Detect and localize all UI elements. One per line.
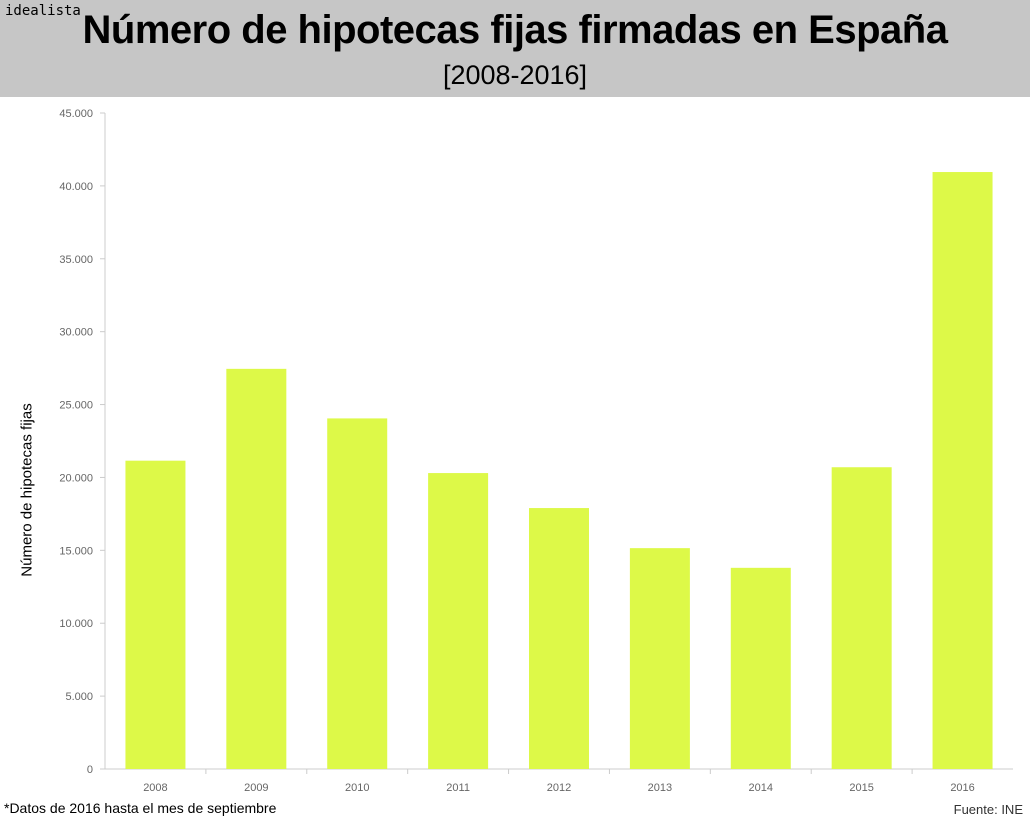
y-tick-label: 0 — [87, 764, 93, 776]
footnote: *Datos de 2016 hasta el mes de septiembr… — [4, 800, 277, 816]
source-label: Fuente: INE — [953, 802, 1023, 817]
y-tick-label: 5.000 — [65, 691, 93, 703]
bar-2009 — [226, 368, 287, 769]
x-tick-label: 2013 — [648, 782, 672, 794]
x-tick-label: 2015 — [849, 782, 873, 794]
y-axis-label: Número de hipotecas fijas — [18, 403, 36, 577]
y-tick-label: 15.000 — [59, 545, 93, 557]
x-tick-label: 2011 — [446, 782, 470, 794]
bar-2015 — [831, 467, 892, 769]
chart-title: Número de hipotecas fijas firmadas en Es… — [82, 8, 948, 52]
y-tick-label: 35.000 — [59, 254, 93, 266]
bar-2011 — [428, 473, 489, 769]
y-tick-label: 40.000 — [59, 181, 93, 193]
y-tick-label: 30.000 — [59, 327, 93, 339]
y-tick-label: 20.000 — [59, 472, 93, 484]
x-tick-label: 2008 — [143, 782, 167, 794]
bar-2014 — [730, 567, 791, 769]
bar-2008 — [125, 460, 186, 769]
x-tick-label: 2009 — [244, 782, 268, 794]
bar-2013 — [629, 548, 690, 769]
x-tick-label: 2012 — [547, 782, 571, 794]
bar-2012 — [529, 508, 589, 769]
header-band — [0, 0, 1030, 97]
chart-subtitle: [2008-2016] — [442, 60, 588, 90]
bar-2010 — [327, 418, 388, 769]
x-tick-label: 2014 — [749, 782, 773, 794]
y-tick-label: 10.000 — [59, 618, 93, 630]
bar-2016 — [932, 172, 993, 770]
y-tick-label: 25.000 — [59, 400, 93, 412]
x-tick-label: 2016 — [950, 782, 974, 794]
x-tick-label: 2010 — [345, 782, 369, 794]
y-tick-label: 45.000 — [59, 108, 93, 120]
idealista-logo: idealista — [5, 3, 81, 19]
